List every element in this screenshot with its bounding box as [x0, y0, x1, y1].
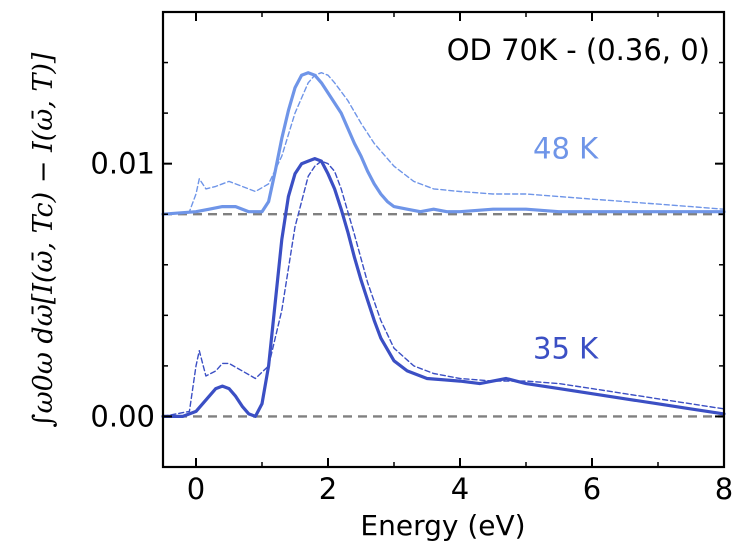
plot-area: 48 K 35 K	[161, 71, 726, 418]
x-tick-label: 8	[715, 472, 733, 506]
y-tick-label: 0.01	[90, 147, 155, 181]
y-axis-label: ∫ω0ω dω̄[I(ω̄, Tc) − I(ω̄, T)]	[28, 52, 59, 427]
series-line-2	[161, 157, 726, 418]
series-line-3	[162, 160, 725, 418]
chart-title: OD 70K - (0.36, 0)	[447, 33, 710, 67]
axis-ticks: 0 2 4 6 8 0.00 0.01	[90, 11, 733, 506]
x-tick-label: 4	[451, 472, 469, 506]
series-label-0: 48 K	[533, 132, 599, 166]
x-tick-label: 0	[187, 472, 205, 506]
plot-frame	[161, 10, 726, 469]
series-line-1	[162, 72, 725, 215]
x-axis-label: Energy (eV)	[360, 509, 525, 542]
x-tick-label: 6	[583, 472, 601, 506]
series-label-2: 35 K	[533, 331, 599, 365]
series-line-0	[161, 71, 726, 216]
y-tick-label: 0.00	[90, 399, 155, 433]
x-tick-label: 2	[319, 472, 337, 506]
